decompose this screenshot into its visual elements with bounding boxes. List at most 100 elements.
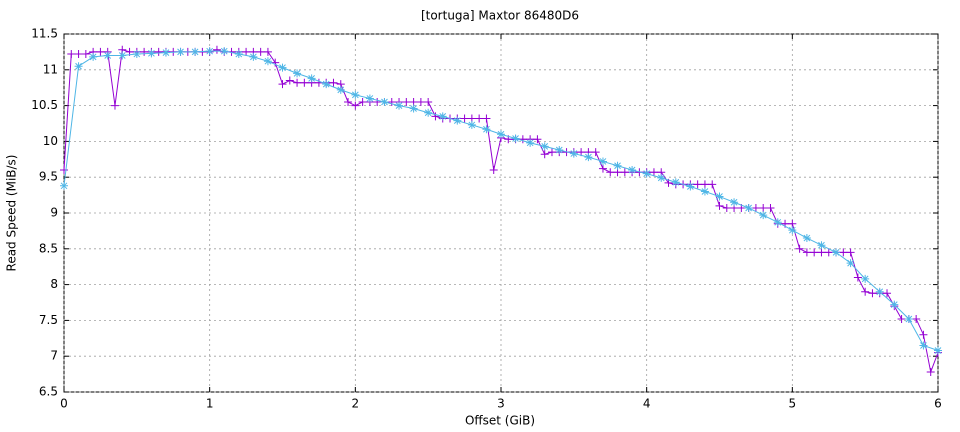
point-marker bbox=[868, 289, 877, 298]
point-marker bbox=[205, 47, 214, 56]
point-marker bbox=[380, 98, 389, 107]
point-marker bbox=[584, 153, 593, 162]
point-marker bbox=[438, 112, 447, 121]
x-tick-label: 2 bbox=[352, 397, 360, 411]
point-marker bbox=[875, 287, 884, 296]
y-tick-label: 8.5 bbox=[39, 241, 58, 255]
point-marker bbox=[453, 116, 462, 125]
point-marker bbox=[416, 98, 425, 107]
point-marker bbox=[263, 47, 272, 56]
point-marker bbox=[802, 248, 811, 257]
point-marker bbox=[817, 241, 826, 250]
point-marker bbox=[540, 142, 549, 151]
point-marker bbox=[788, 226, 797, 235]
point-marker bbox=[118, 51, 127, 60]
point-marker bbox=[934, 346, 942, 355]
point-marker bbox=[533, 135, 542, 144]
point-marker bbox=[293, 78, 302, 87]
y-tick-label: 6.5 bbox=[39, 385, 58, 399]
point-marker bbox=[759, 203, 768, 212]
point-marker bbox=[242, 47, 251, 56]
point-marker bbox=[132, 50, 141, 59]
chart-title: [tortuga] Maxtor 86480D6 bbox=[421, 9, 579, 23]
point-marker bbox=[409, 104, 418, 113]
point-marker bbox=[110, 101, 119, 110]
point-marker bbox=[628, 166, 637, 175]
x-tick-label: 4 bbox=[643, 397, 651, 411]
point-marker bbox=[154, 47, 163, 56]
point-marker bbox=[598, 164, 607, 173]
y-tick-label: 10 bbox=[43, 134, 58, 148]
point-marker bbox=[919, 341, 928, 350]
point-marker bbox=[904, 314, 913, 323]
point-marker bbox=[715, 201, 724, 210]
point-marker bbox=[467, 120, 476, 129]
y-tick-label: 10.5 bbox=[31, 98, 58, 112]
point-marker bbox=[307, 74, 316, 83]
point-marker bbox=[263, 57, 272, 66]
point-marker bbox=[555, 145, 564, 154]
point-marker bbox=[642, 169, 651, 178]
point-marker bbox=[234, 50, 243, 59]
point-marker bbox=[140, 47, 149, 56]
point-marker bbox=[526, 138, 535, 147]
y-tick-label: 9.5 bbox=[39, 170, 58, 184]
point-marker bbox=[249, 52, 258, 61]
point-marker bbox=[824, 248, 833, 257]
point-marker bbox=[722, 203, 731, 212]
point-marker bbox=[336, 85, 345, 94]
x-tick-label: 5 bbox=[789, 397, 797, 411]
point-marker bbox=[74, 62, 83, 71]
point-marker bbox=[191, 47, 200, 56]
point-marker bbox=[96, 47, 105, 56]
point-marker bbox=[60, 181, 68, 190]
point-marker bbox=[591, 148, 600, 157]
point-marker bbox=[387, 98, 396, 107]
y-tick-label: 9 bbox=[50, 206, 58, 220]
point-marker bbox=[832, 248, 841, 257]
point-marker bbox=[700, 180, 709, 189]
point-marker bbox=[606, 168, 615, 177]
point-marker bbox=[81, 50, 90, 59]
point-marker bbox=[817, 248, 826, 257]
point-marker bbox=[897, 314, 906, 323]
point-marker bbox=[220, 47, 229, 56]
y-tick-label: 11.5 bbox=[31, 27, 58, 41]
point-marker bbox=[147, 49, 156, 58]
point-marker bbox=[351, 101, 360, 110]
point-marker bbox=[212, 45, 221, 54]
point-marker bbox=[620, 168, 629, 177]
point-marker bbox=[613, 161, 622, 170]
point-marker bbox=[60, 166, 68, 175]
x-tick-label: 3 bbox=[497, 397, 505, 411]
point-marker bbox=[424, 98, 433, 107]
point-marker bbox=[278, 63, 287, 72]
point-marker bbox=[518, 135, 527, 144]
point-marker bbox=[285, 76, 294, 85]
point-marker bbox=[700, 187, 709, 196]
point-marker bbox=[402, 98, 411, 107]
point-marker bbox=[766, 203, 775, 212]
point-marker bbox=[861, 287, 870, 296]
point-marker bbox=[351, 90, 360, 99]
point-marker bbox=[919, 330, 928, 339]
point-marker bbox=[773, 218, 782, 227]
point-marker bbox=[365, 94, 374, 103]
point-marker bbox=[577, 148, 586, 157]
point-marker bbox=[795, 244, 804, 253]
point-marker bbox=[883, 289, 892, 298]
point-marker bbox=[74, 50, 83, 59]
point-marker bbox=[344, 98, 353, 107]
point-marker bbox=[861, 274, 870, 283]
y-tick-label: 11 bbox=[43, 62, 58, 76]
point-marker bbox=[511, 134, 520, 143]
point-marker bbox=[671, 178, 680, 187]
point-marker bbox=[67, 50, 76, 59]
point-marker bbox=[598, 157, 607, 166]
point-marker bbox=[693, 180, 702, 189]
point-marker bbox=[482, 125, 491, 134]
y-tick-label: 7 bbox=[50, 349, 58, 363]
point-marker bbox=[89, 52, 98, 61]
point-marker bbox=[649, 168, 658, 177]
